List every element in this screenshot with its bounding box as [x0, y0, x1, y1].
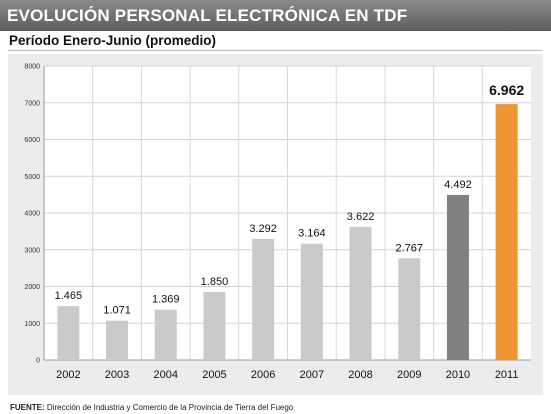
data-label: 3.622 [347, 211, 375, 223]
bar-2002 [57, 306, 80, 360]
data-label: 3.292 [249, 223, 277, 235]
bar-chart: 0 1000 2000 3000 4000 5000 6000 7000 8000 1.465 20… [24, 64, 531, 381]
data-label: 6.962 [489, 82, 524, 98]
x-tick-label: 2003 [105, 369, 129, 381]
y-tick-label: 4000 [24, 211, 40, 218]
x-tick-label: 2002 [56, 369, 80, 381]
data-label: 3.164 [298, 228, 326, 240]
data-label: 1.465 [55, 290, 83, 302]
bar-2003 [106, 320, 129, 360]
x-tick-label: 2010 [446, 369, 470, 381]
x-tick-label: 2004 [154, 369, 178, 381]
bar-2010 [446, 194, 469, 360]
plot-panel: 0 1000 2000 3000 4000 5000 6000 7000 8000 1.465 20… [8, 54, 543, 395]
y-tick-label: 0 [36, 358, 40, 365]
subtitle-divider [8, 50, 542, 51]
data-label: 1.369 [152, 294, 180, 306]
data-label: 2.767 [395, 242, 423, 254]
bar-2004 [154, 309, 177, 360]
y-tick-label: 6000 [24, 137, 40, 144]
x-tick-label: 2006 [251, 369, 275, 381]
chart-subtitle: Período Enero-Junio (promedio) [9, 33, 217, 48]
data-label: 1.071 [103, 305, 131, 317]
bar-2005 [203, 292, 226, 360]
y-tick-label: 5000 [24, 174, 40, 181]
chart-title: EVOLUCIÓN PERSONAL ELECTRÓNICA EN TDF [7, 6, 408, 25]
bar-2009 [398, 258, 421, 360]
y-tick-label: 8000 [24, 64, 40, 71]
x-tick-label: 2007 [300, 369, 324, 381]
bar-2006 [252, 239, 275, 360]
source-note: FUENTE: Dirección de Industria y Comerci… [10, 403, 293, 412]
data-label: 1.850 [201, 276, 229, 288]
bar-2008 [349, 226, 372, 360]
data-label: 4.492 [444, 179, 472, 191]
y-tick-label: 2000 [24, 284, 40, 291]
y-tick-label: 1000 [24, 321, 40, 328]
y-tick-label: 3000 [24, 247, 40, 254]
header-bar: EVOLUCIÓN PERSONAL ELECTRÓNICA EN TDF [0, 0, 551, 31]
x-tick-label: 2011 [495, 369, 519, 381]
source-text: Dirección de Industria y Comercio de la … [46, 403, 294, 412]
x-tick-label: 2008 [348, 369, 372, 381]
bar-2011 [495, 104, 518, 360]
x-tick-label: 2005 [202, 369, 226, 381]
bar-2007 [300, 243, 323, 360]
x-tick-label: 2009 [397, 369, 421, 381]
y-tick-label: 7000 [24, 100, 40, 107]
source-label: FUENTE: [10, 403, 45, 412]
